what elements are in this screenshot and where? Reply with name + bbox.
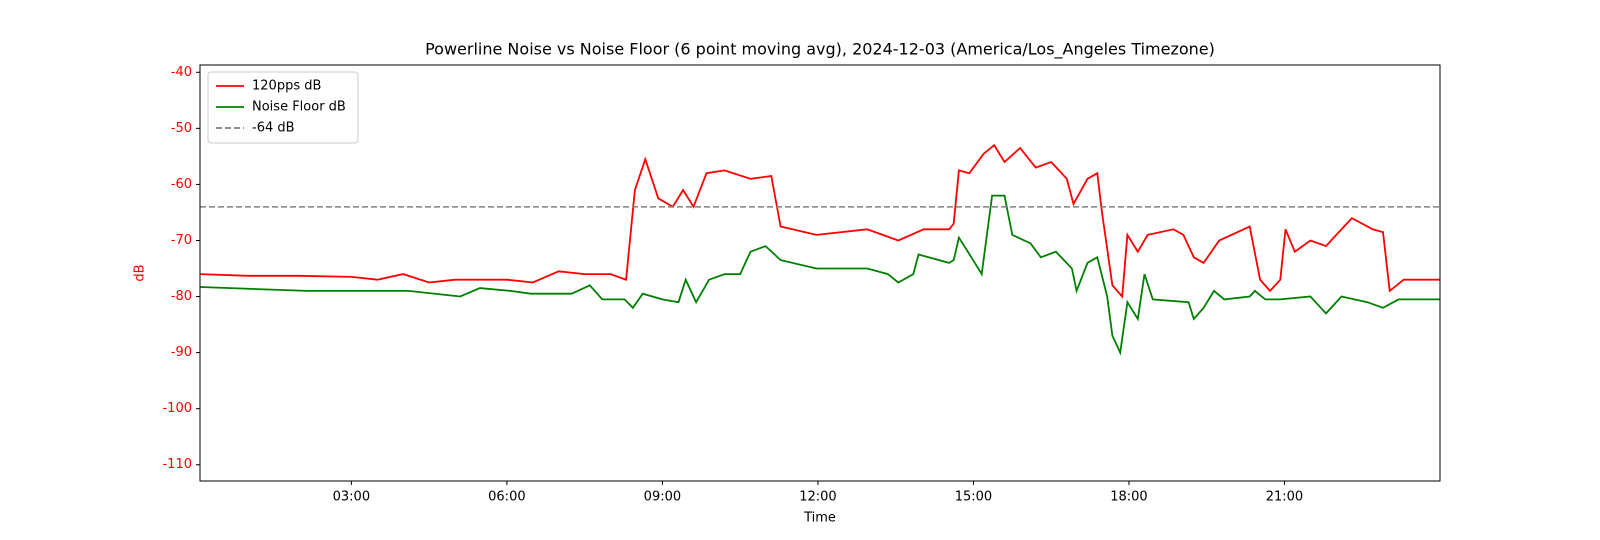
plot-frame: [199, 64, 1441, 482]
y-tick-label: -50: [171, 121, 192, 136]
x-tick-label: 06:00: [488, 490, 525, 505]
y-tick-label: -90: [171, 345, 192, 360]
y-tick-label: -60: [171, 177, 192, 192]
chart-title: Powerline Noise vs Noise Floor (6 point …: [425, 40, 1215, 60]
y-tick-label: -80: [171, 289, 192, 304]
legend-label: -64 dB: [252, 121, 295, 136]
y-axis-label: dB: [133, 264, 148, 281]
legend-box: [207, 71, 359, 144]
legend-label: 120pps dB: [252, 79, 321, 94]
y-tick-label: -100: [162, 401, 192, 416]
x-tick-label: 21:00: [1266, 490, 1303, 505]
x-tick-label: 18:00: [1110, 490, 1147, 505]
x-tick-label: 15:00: [955, 490, 992, 505]
series-line: [199, 194, 1440, 356]
series-line: [199, 143, 1440, 299]
legend-label: Noise Floor dB: [252, 100, 346, 115]
x-tick-label: 12:00: [799, 490, 836, 505]
x-tick-label: 03:00: [333, 490, 370, 505]
y-tick-label: -110: [162, 457, 192, 472]
x-tick-label: 09:00: [644, 490, 681, 505]
y-tick-label: -40: [171, 65, 192, 80]
x-axis-label: Time: [803, 511, 836, 526]
y-tick-label: -70: [171, 233, 192, 248]
